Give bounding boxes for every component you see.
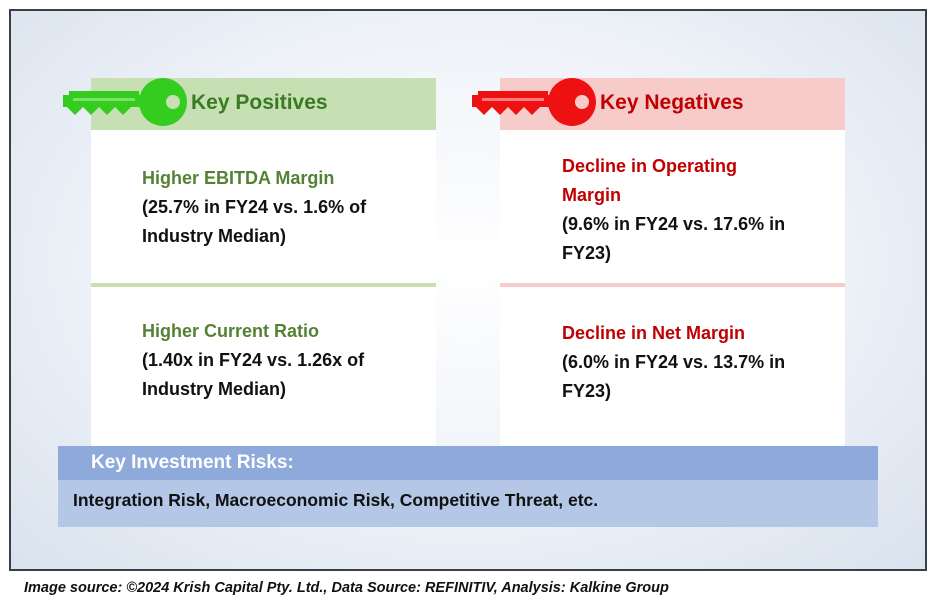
risk-title: Key Investment Risks: bbox=[91, 452, 294, 473]
item-detail-line: (25.7% in FY24 vs. 1.6% of bbox=[142, 197, 367, 217]
item-title-line: Decline in Operating bbox=[562, 156, 738, 176]
source-caption: Image source: ©2024 Krish Capital Pty. L… bbox=[24, 580, 669, 596]
item-detail-line: FY23) bbox=[562, 243, 612, 263]
positives-header: Key Positives bbox=[63, 78, 436, 130]
item-title-line: Margin bbox=[562, 185, 622, 205]
positive-item-2: Higher Current Ratio (1.40x in FY24 vs. … bbox=[91, 287, 436, 447]
risk-header-bar: Key Investment Risks: bbox=[58, 446, 878, 480]
divider bbox=[91, 283, 436, 287]
key-icon bbox=[63, 78, 187, 126]
negative-item-2: Decline in Net Margin (6.0% in FY24 vs. … bbox=[500, 287, 845, 447]
divider bbox=[500, 283, 845, 287]
item-title-line: Decline in Net Margin bbox=[562, 323, 746, 343]
item-detail-line: Industry Median) bbox=[142, 379, 287, 399]
risk-text: Integration Risk, Macroeconomic Risk, Co… bbox=[73, 490, 599, 510]
item-detail-line: (9.6% in FY24 vs. 17.6% in bbox=[562, 214, 786, 234]
negatives-header: Key Negatives bbox=[472, 78, 845, 130]
risk-body: Integration Risk, Macroeconomic Risk, Co… bbox=[58, 480, 878, 527]
key-icon bbox=[472, 78, 596, 126]
negatives-title: Key Negatives bbox=[600, 91, 744, 114]
positives-title: Key Positives bbox=[191, 91, 328, 114]
item-title: Higher EBITDA Margin bbox=[142, 168, 335, 188]
item-detail-line: (6.0% in FY24 vs. 13.7% in bbox=[562, 352, 786, 372]
negative-item-1: Decline in Operating Margin (9.6% in FY2… bbox=[500, 130, 845, 283]
negatives-column: Key Negatives Decline in Operating Margi… bbox=[472, 78, 845, 447]
positives-column: Key Positives Higher EBITDA Margin (25.7… bbox=[63, 78, 436, 447]
positive-item-1: Higher EBITDA Margin (25.7% in FY24 vs. … bbox=[91, 130, 436, 283]
item-detail-line: Industry Median) bbox=[142, 226, 287, 246]
item-detail-line: (1.40x in FY24 vs. 1.26x of bbox=[142, 350, 365, 370]
item-title: Higher Current Ratio bbox=[142, 321, 320, 341]
item-detail-line: FY23) bbox=[562, 381, 612, 401]
